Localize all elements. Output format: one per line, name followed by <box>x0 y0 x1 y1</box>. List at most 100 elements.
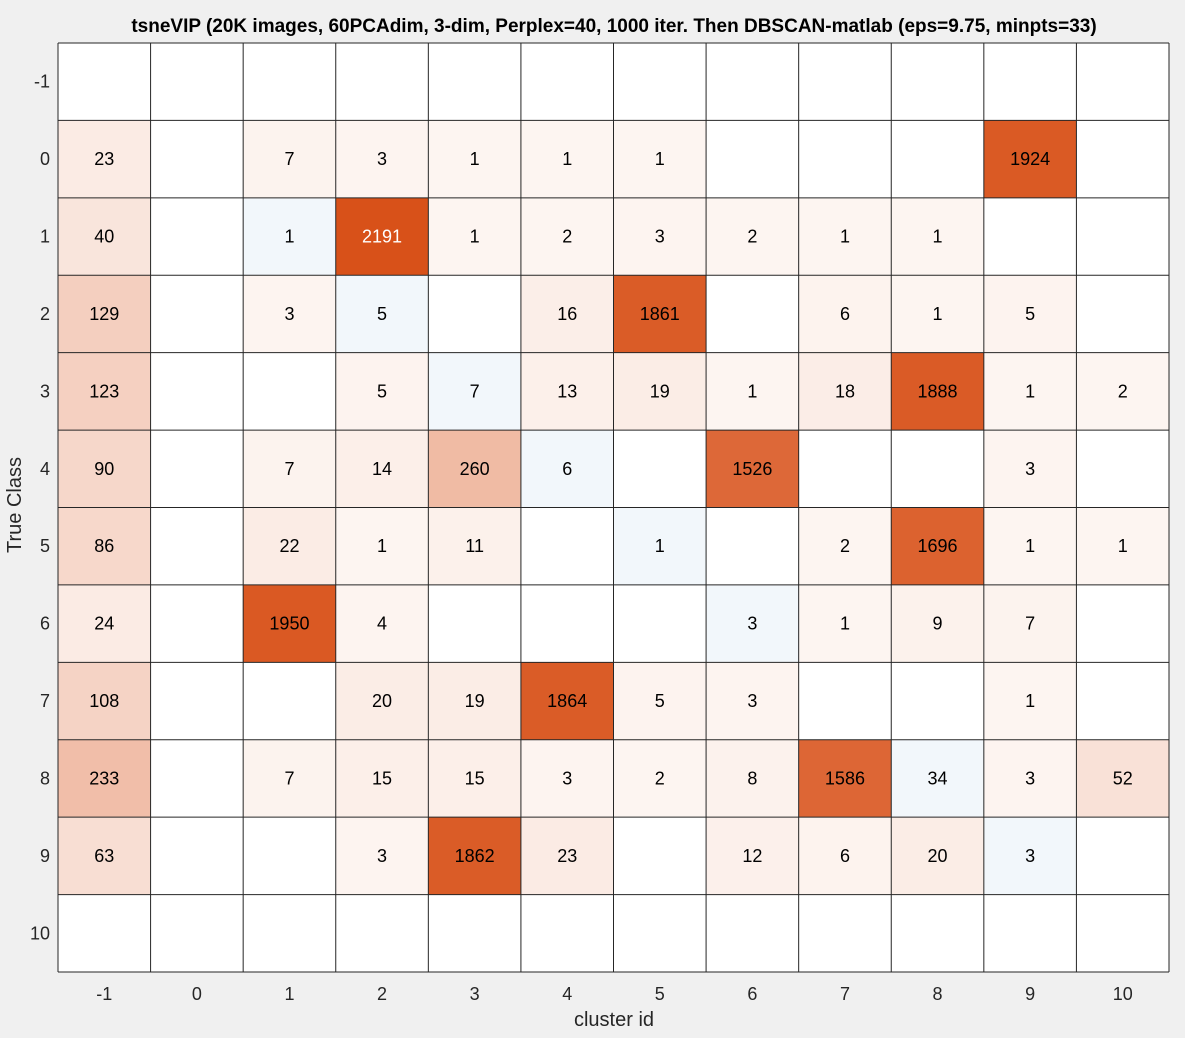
heatmap-cell <box>150 275 244 353</box>
heatmap-cell <box>58 352 151 431</box>
heatmap-cell <box>58 584 151 663</box>
cell-value-label: 4 <box>377 614 387 634</box>
y-axis-label: True Class <box>4 457 26 553</box>
heatmap-cell <box>613 584 707 663</box>
heatmap-cell <box>983 584 1077 663</box>
cell-value-label: 1888 <box>918 381 958 401</box>
heatmap-cell <box>243 275 336 353</box>
y-tick-label: 10 <box>30 923 50 943</box>
y-tick-label: 0 <box>40 149 50 169</box>
cell-value-label: 1 <box>1025 381 1035 401</box>
heatmap-cell <box>613 275 707 353</box>
heatmap-cell <box>150 584 244 663</box>
heatmap-cell <box>335 507 429 585</box>
x-tick-label: 5 <box>655 984 665 1004</box>
heatmap-cell <box>150 817 244 895</box>
heatmap-cell <box>983 507 1077 585</box>
cell-value-label: 20 <box>928 846 948 866</box>
heatmap-cell <box>613 430 707 508</box>
heatmap-cell <box>335 817 429 895</box>
heatmap-cell <box>1076 197 1169 276</box>
heatmap-cell <box>428 352 521 431</box>
heatmap-cell <box>613 43 707 121</box>
cell-value-label: 7 <box>470 381 480 401</box>
cell-value-label: 15 <box>465 768 485 788</box>
heatmap-cell <box>520 430 614 508</box>
heatmap-cell <box>243 120 336 198</box>
x-tick-label: 8 <box>933 984 943 1004</box>
heatmap-cell <box>150 662 244 740</box>
heatmap-cell <box>243 584 336 663</box>
heatmap-cell <box>706 352 799 431</box>
heatmap-cell <box>983 894 1077 972</box>
cell-value-label: 1 <box>1025 691 1035 711</box>
heatmap-cell <box>891 430 984 508</box>
heatmap-cell <box>798 739 892 818</box>
heatmap-cell <box>58 275 151 353</box>
cell-value-label: 16 <box>557 304 577 324</box>
heatmap-cell <box>891 197 984 276</box>
cell-value-label: 1 <box>840 227 850 247</box>
cell-value-label: 1 <box>655 149 665 169</box>
cell-value-label: 5 <box>377 304 387 324</box>
cell-value-label: 22 <box>279 536 299 556</box>
heatmap-cell <box>428 739 521 818</box>
cell-value-label: 1950 <box>269 614 309 634</box>
cell-value-label: 1864 <box>547 691 587 711</box>
cell-value-label: 1526 <box>732 459 772 479</box>
cell-value-label: 1861 <box>640 304 680 324</box>
heatmap-cell <box>428 584 521 663</box>
cell-value-label: 7 <box>1025 614 1035 634</box>
cell-value-label: 129 <box>89 304 119 324</box>
heatmap-cell <box>1076 430 1169 508</box>
heatmap-cell <box>891 584 984 663</box>
heatmap-cell <box>706 739 799 818</box>
heatmap-cell <box>58 817 151 895</box>
heatmap-cell <box>706 430 799 508</box>
heatmap-cell <box>335 739 429 818</box>
heatmap-cell <box>983 817 1077 895</box>
heatmap-cell <box>891 275 984 353</box>
cell-value-label: 1 <box>470 227 480 247</box>
cell-value-label: 7 <box>284 768 294 788</box>
heatmap-cell <box>428 817 521 895</box>
cell-value-label: 86 <box>94 536 114 556</box>
cell-value-label: 1696 <box>918 536 958 556</box>
x-tick-label: -1 <box>96 984 112 1004</box>
cell-value-label: 24 <box>94 614 114 634</box>
heatmap-grid <box>57 42 1170 973</box>
heatmap-cell <box>520 352 614 431</box>
heatmap-cell <box>520 817 614 895</box>
heatmap-cell <box>613 507 707 585</box>
cell-value-label: 108 <box>89 691 119 711</box>
heatmap-cell <box>1076 817 1169 895</box>
heatmap-cell <box>798 352 892 431</box>
heatmap-cell <box>706 275 799 353</box>
heatmap-cell <box>706 197 799 276</box>
heatmap-cell <box>335 430 429 508</box>
cell-value-label: 233 <box>89 768 119 788</box>
cell-value-label: 40 <box>94 227 114 247</box>
y-tick-label: 3 <box>40 381 50 401</box>
y-tick-label: 1 <box>40 227 50 247</box>
heatmap-cell <box>1076 507 1169 585</box>
heatmap-cell <box>243 197 336 276</box>
cell-value-label: 1 <box>747 381 757 401</box>
heatmap-cell <box>1076 275 1169 353</box>
heatmap-cell <box>428 430 521 508</box>
heatmap-cell <box>798 430 892 508</box>
cell-value-label: 1 <box>1118 536 1128 556</box>
x-tick-label: 10 <box>1113 984 1133 1004</box>
y-tick-label: 8 <box>40 768 50 788</box>
heatmap-cell <box>613 352 707 431</box>
heatmap-cell <box>58 739 151 818</box>
heatmap-cell <box>983 352 1077 431</box>
heatmap-cell <box>891 120 984 198</box>
heatmap-cell <box>891 739 984 818</box>
heatmap-cell <box>1076 584 1169 663</box>
heatmap-cell <box>706 43 799 121</box>
heatmap-cell <box>798 43 892 121</box>
cell-value-label: 63 <box>94 846 114 866</box>
cell-value-label: 1 <box>470 149 480 169</box>
heatmap-cell <box>983 662 1077 740</box>
